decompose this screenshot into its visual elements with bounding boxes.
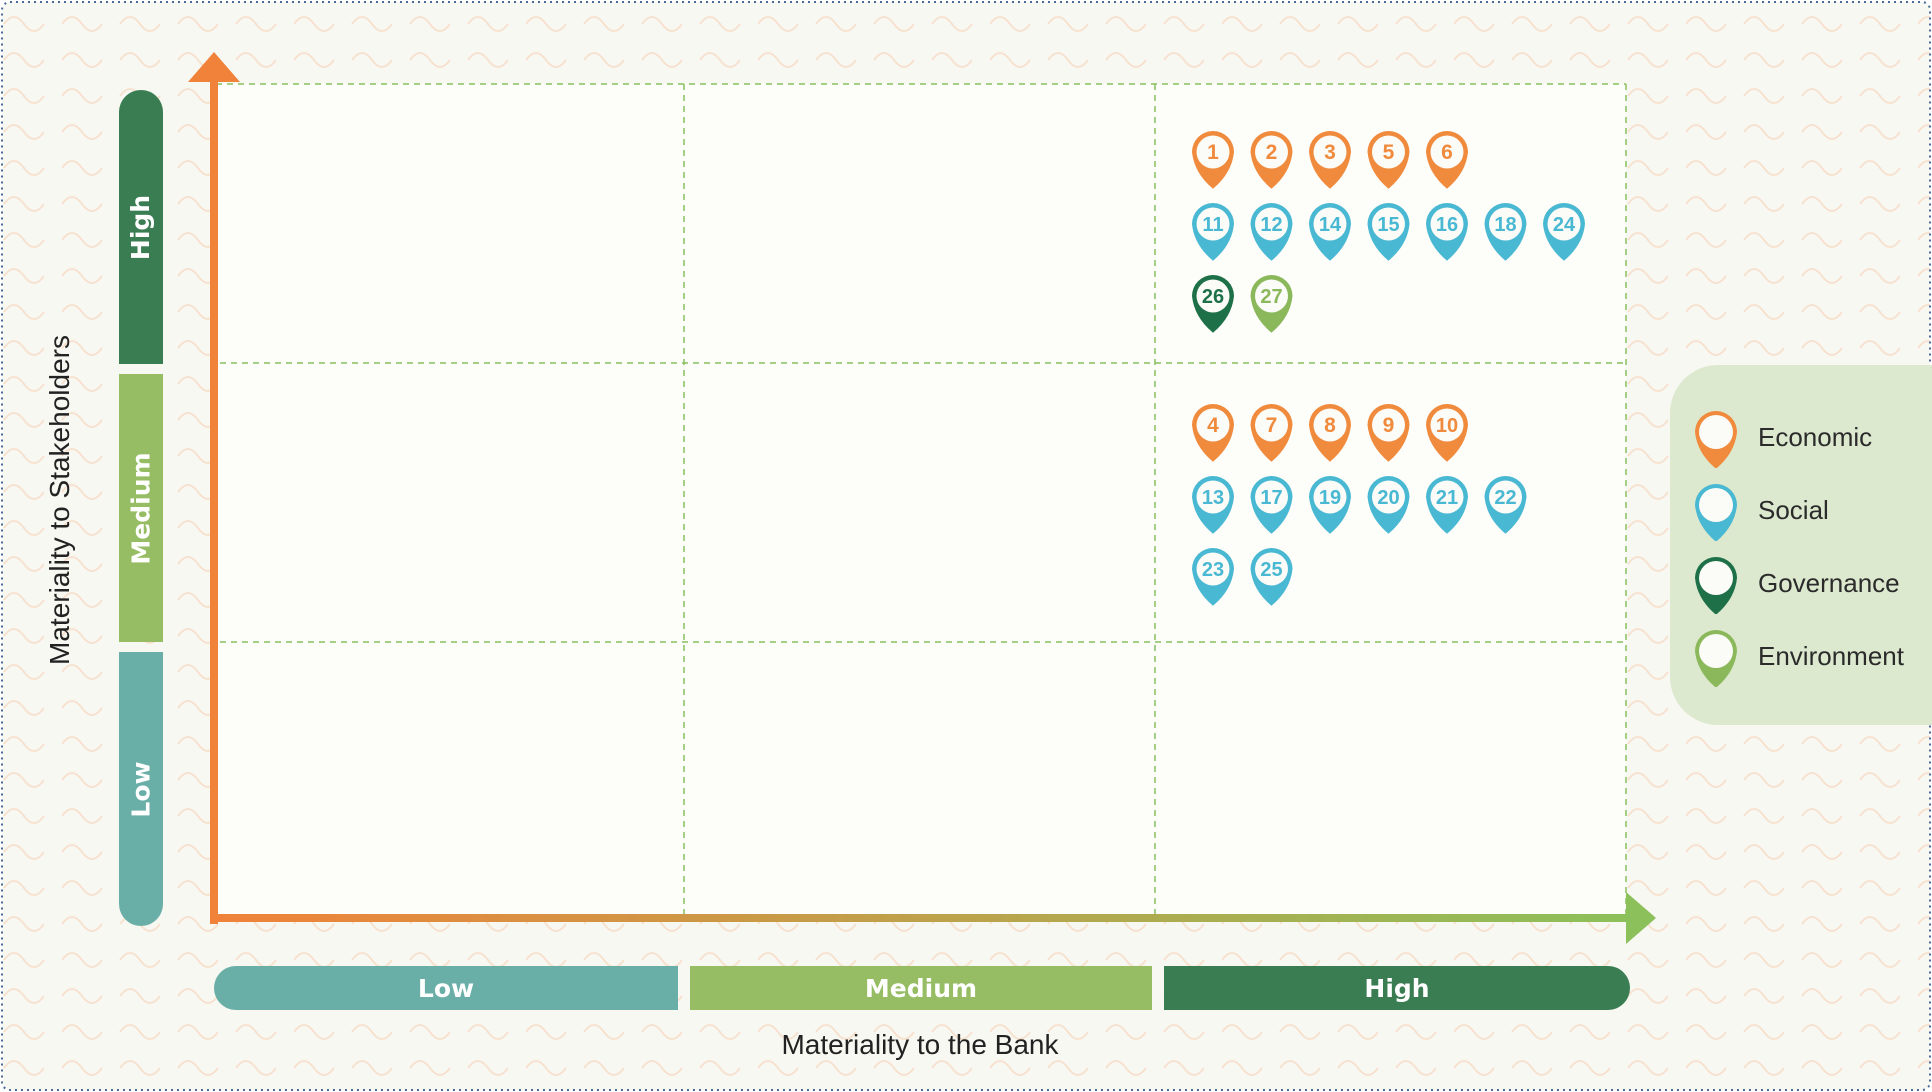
y-axis-title: Materiality to Stakeholders [44, 335, 75, 665]
topic-number-20: 20 [1377, 487, 1399, 509]
legend-label-social: Social [1758, 495, 1829, 525]
topic-number-16: 16 [1436, 214, 1458, 236]
topic-number-9: 9 [1383, 414, 1395, 437]
topic-marker-19: 19 [1309, 476, 1351, 534]
topic-marker-8: 8 [1309, 404, 1351, 462]
topic-marker-26: 26 [1192, 275, 1234, 333]
topic-marker-1: 1 [1192, 131, 1234, 189]
topic-marker-5: 5 [1367, 131, 1410, 189]
topic-number-12: 12 [1260, 214, 1282, 236]
environment-pin-icon [1695, 630, 1737, 687]
topic-number-17: 17 [1260, 487, 1282, 509]
topic-number-14: 14 [1319, 214, 1342, 236]
plot-area [216, 84, 1626, 919]
topic-number-7: 7 [1266, 414, 1278, 437]
x-level-high-label: High [1364, 973, 1430, 1003]
topic-marker-25: 25 [1250, 548, 1293, 606]
topic-number-2: 2 [1266, 141, 1278, 164]
topic-number-19: 19 [1319, 487, 1341, 509]
topic-number-26: 26 [1202, 286, 1224, 308]
topic-marker-22: 22 [1484, 476, 1527, 534]
topic-marker-21: 21 [1426, 476, 1468, 534]
grid-lines [216, 83, 1627, 915]
topic-marker-15: 15 [1367, 203, 1410, 261]
y-level-low-bar: Low [119, 652, 163, 926]
y-level-medium-bar: Medium [119, 374, 163, 642]
topic-marker-27: 27 [1250, 275, 1293, 333]
topic-marker-11: 11 [1192, 203, 1234, 261]
topic-marker-18: 18 [1484, 203, 1527, 261]
topic-number-24: 24 [1553, 214, 1576, 236]
x-level-low-label: Low [417, 973, 475, 1003]
y-level-high-label: High [126, 194, 156, 260]
topic-number-13: 13 [1202, 487, 1224, 509]
topic-number-23: 23 [1202, 559, 1224, 581]
topic-marker-4: 4 [1192, 404, 1234, 462]
topic-number-5: 5 [1383, 141, 1395, 164]
topic-marker-24: 24 [1543, 203, 1585, 261]
topic-number-11: 11 [1202, 214, 1223, 236]
y-level-medium-label: Medium [126, 451, 156, 565]
topic-number-6: 6 [1441, 141, 1453, 164]
y-axis-line [210, 78, 218, 924]
topic-number-25: 25 [1260, 559, 1282, 581]
topic-marker-14: 14 [1309, 203, 1351, 261]
topic-marker-20: 20 [1367, 476, 1410, 534]
y-axis-arrowhead [188, 52, 240, 82]
x-axis-line [210, 914, 1630, 922]
topic-marker-23: 23 [1192, 548, 1234, 606]
topic-marker-2: 2 [1250, 131, 1293, 189]
topic-marker-6: 6 [1426, 131, 1468, 189]
x-axis-arrowhead [1626, 892, 1656, 944]
economic-pin-icon [1695, 411, 1737, 468]
x-level-medium-label: Medium [864, 973, 978, 1003]
topic-marker-10: 10 [1426, 404, 1468, 462]
x-axis-title: Materiality to the Bank [781, 1029, 1059, 1060]
topic-marker-9: 9 [1367, 404, 1410, 462]
legend-label-environment: Environment [1758, 641, 1904, 671]
social-pin-icon [1695, 484, 1737, 541]
governance-pin-icon [1695, 557, 1737, 614]
topic-marker-3: 3 [1309, 131, 1351, 189]
legend-item-economic: Economic [1692, 408, 1932, 468]
topic-marker-7: 7 [1250, 404, 1293, 462]
topic-number-27: 27 [1260, 286, 1282, 308]
legend-label-governance: Governance [1758, 568, 1900, 598]
topic-number-8: 8 [1324, 414, 1336, 437]
topic-number-3: 3 [1324, 141, 1336, 164]
y-level-high-bar: High [119, 90, 163, 364]
topic-marker-16: 16 [1426, 203, 1468, 261]
y-level-low-label: Low [126, 760, 156, 818]
x-level-high-bar: High [1164, 966, 1630, 1010]
x-level-medium-bar: Medium [690, 966, 1152, 1010]
topic-marker-12: 12 [1250, 203, 1293, 261]
topic-number-4: 4 [1207, 414, 1219, 437]
legend-item-social: Social [1692, 481, 1932, 541]
legend-item-environment: Environment [1692, 627, 1932, 687]
x-level-low-bar: Low [214, 966, 678, 1010]
topic-marker-17: 17 [1250, 476, 1293, 534]
topic-marker-13: 13 [1192, 476, 1234, 534]
topic-number-10: 10 [1436, 415, 1458, 437]
topic-number-18: 18 [1494, 214, 1516, 236]
legend-label-economic: Economic [1758, 422, 1873, 452]
topic-number-1: 1 [1207, 141, 1219, 164]
topic-number-15: 15 [1377, 214, 1399, 236]
legend-item-governance: Governance [1692, 554, 1932, 614]
topic-number-21: 21 [1436, 487, 1458, 509]
topic-number-22: 22 [1494, 487, 1516, 509]
